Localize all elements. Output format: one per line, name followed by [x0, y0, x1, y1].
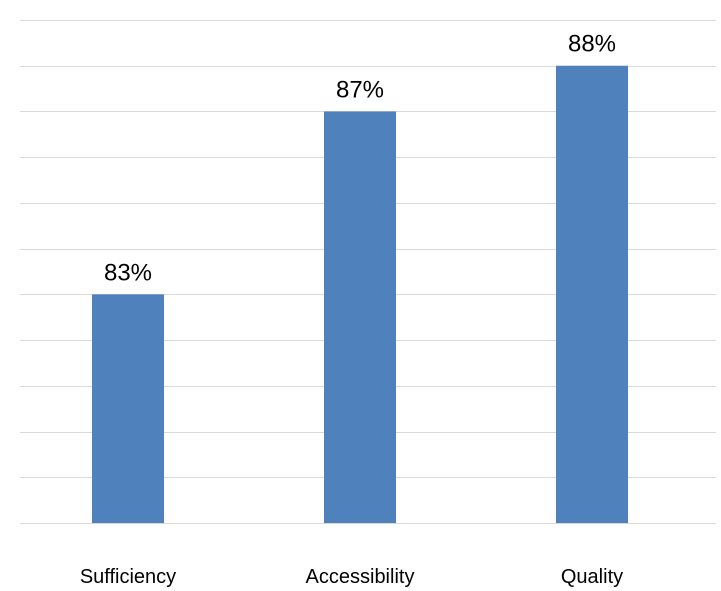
data-label-sufficiency: 83%: [104, 259, 152, 286]
data-label-quality: 88%: [568, 31, 616, 58]
data-label-accessibility: 87%: [336, 76, 384, 103]
bars: [92, 65, 628, 524]
bar-sufficiency: [92, 294, 164, 523]
bar-accessibility: [324, 111, 396, 524]
bar-quality: [556, 65, 628, 524]
category-label-quality: Quality: [561, 566, 623, 588]
data-labels: 83% 87% 88%: [104, 31, 616, 287]
category-labels: Sufficiency Accessibility Quality: [80, 566, 623, 588]
category-label-sufficiency: Sufficiency: [80, 566, 176, 588]
category-label-accessibility: Accessibility: [306, 566, 415, 588]
